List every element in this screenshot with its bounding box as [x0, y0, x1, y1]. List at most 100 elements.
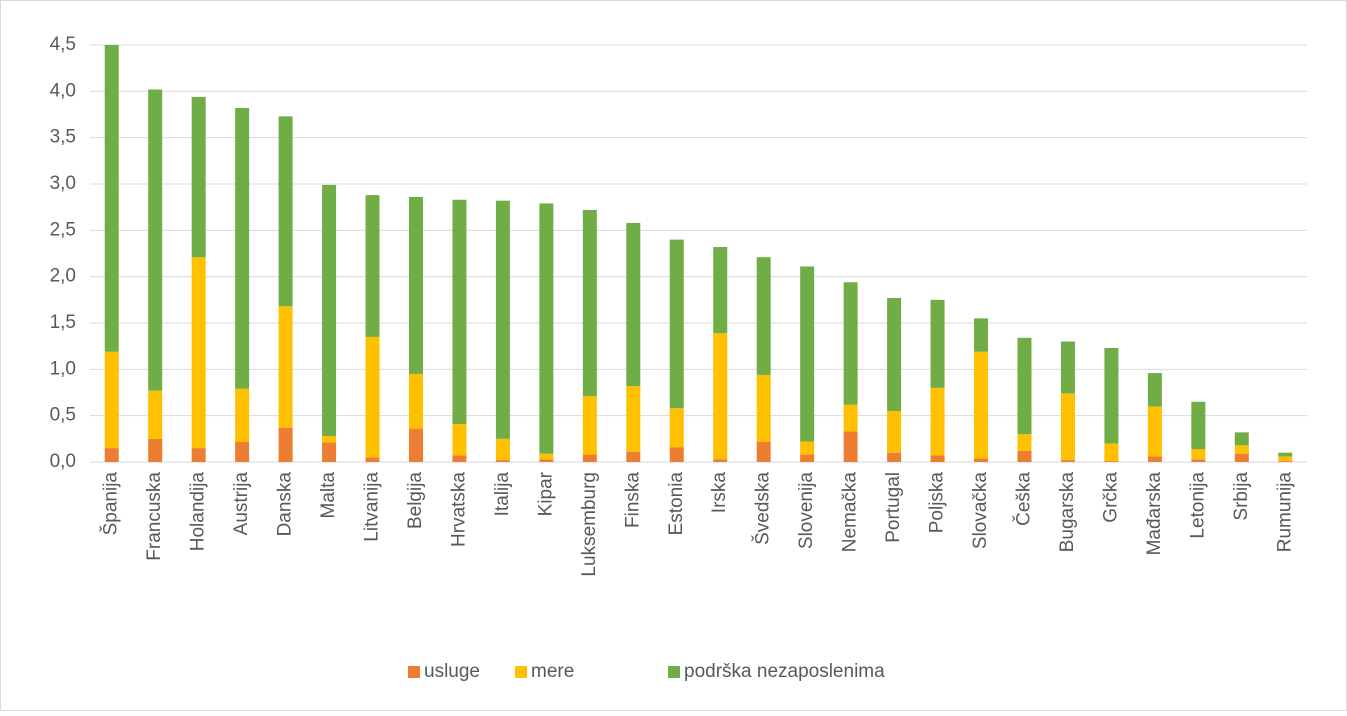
x-tick-label: Bugarska [1057, 472, 1078, 553]
bar-segment [1147, 406, 1162, 457]
x-tick-label: Finska [622, 472, 643, 528]
x-tick-label: Mađarska [1144, 472, 1165, 556]
x-tick-label: Nemačka [840, 472, 861, 553]
bar-segment [756, 257, 771, 375]
x-tick-label: Švedska [752, 472, 774, 545]
bar-segment [452, 424, 467, 456]
x-tick-label: Poljska [927, 472, 948, 534]
bar-segment [756, 374, 771, 442]
bar-segment [582, 454, 597, 462]
x-tick-label: Estonia [666, 472, 687, 536]
bar-segment [974, 458, 989, 462]
bar-segment [278, 306, 293, 428]
bar-segment [626, 386, 641, 452]
legend-swatch [515, 666, 527, 678]
bar-segment [104, 351, 119, 449]
x-tick-label: Grčka [1100, 472, 1121, 523]
bar-segment [408, 373, 423, 429]
x-tick-label: Letonija [1187, 472, 1208, 539]
bar-segment [1060, 341, 1075, 394]
bar-segment [365, 336, 380, 458]
bar-segment [669, 447, 684, 462]
bar-segment [800, 454, 815, 462]
bar-segment [800, 266, 815, 442]
bar-segment [1234, 432, 1249, 446]
bar-segment [1017, 434, 1032, 451]
x-tick-label: Danska [275, 472, 296, 537]
bar-segment [843, 282, 858, 405]
bar-segment [626, 222, 641, 387]
y-tick-label: 2,0 [50, 266, 76, 287]
bar-segment [1234, 453, 1249, 462]
bar-segment [278, 427, 293, 462]
x-tick-label: Italija [492, 472, 513, 517]
y-tick-label: 1,0 [50, 358, 76, 379]
bar-segment [974, 318, 989, 352]
bar-segment [713, 459, 728, 462]
bar-segment [1147, 373, 1162, 407]
bar-segment [800, 441, 815, 455]
bar-segment [104, 45, 119, 352]
bar-segment [1278, 452, 1293, 457]
bar-segment [322, 436, 337, 443]
bar-segment [191, 448, 206, 462]
bar-segment [322, 184, 337, 437]
x-tick-label: Malta [318, 472, 339, 519]
bar-segment [322, 442, 337, 462]
x-tick-label: Luksemburg [579, 472, 600, 577]
bar-segment [365, 195, 380, 337]
bar-segment [930, 299, 945, 388]
y-tick-label: 4,0 [50, 80, 76, 101]
legend-label: usluge [424, 661, 480, 682]
legend-label: podrška nezaposlenima [684, 661, 885, 682]
bar-segment [1017, 337, 1032, 435]
bar-segment [1104, 443, 1119, 462]
bar-segment [843, 431, 858, 462]
x-tick-label: Francuska [144, 472, 165, 561]
bar-segment [1278, 461, 1293, 462]
bar-segment [1191, 401, 1206, 450]
bar-segment [495, 460, 510, 462]
bar-segment [1060, 460, 1075, 462]
bar-segment [887, 297, 902, 412]
bar-segment [1191, 459, 1206, 462]
bar-segment [582, 396, 597, 455]
x-tick-label: Španija [100, 472, 122, 536]
bar-segment [148, 390, 163, 439]
bar-segment [930, 387, 945, 456]
legend-label: mere [531, 661, 574, 682]
bar-segment [1104, 461, 1119, 462]
bar-segment [887, 452, 902, 462]
bar-segment [539, 453, 554, 460]
x-tick-label: Slovenija [796, 472, 817, 550]
x-tick-label: Hrvatska [448, 472, 469, 547]
y-tick-label: 4,5 [50, 34, 76, 55]
bar-segment [191, 96, 206, 258]
y-tick-label: 3,0 [50, 173, 76, 194]
bar-segment [495, 438, 510, 461]
bar-segment [582, 209, 597, 397]
x-tick-label: Češka [1012, 472, 1034, 526]
bar-segment [148, 438, 163, 462]
bar-segment [235, 388, 250, 442]
bar-segment [235, 108, 250, 389]
bar-segment [365, 457, 380, 462]
x-tick-label: Kipar [535, 471, 556, 516]
bar-segment [1147, 456, 1162, 462]
bar-segment [669, 239, 684, 409]
bar-segment [452, 199, 467, 425]
bar-segment [756, 441, 771, 462]
bar-segment [452, 455, 467, 462]
x-tick-label: Holandija [188, 472, 209, 552]
x-tick-label: Srbija [1231, 472, 1252, 521]
bar-segment [1104, 348, 1119, 444]
x-tick-label: Portugal [883, 472, 904, 543]
bar-segment [539, 203, 554, 454]
bar-segment [1060, 393, 1075, 461]
x-tick-label: Irska [709, 472, 730, 514]
bar-segment [887, 411, 902, 453]
legend-swatch [668, 666, 680, 678]
bar-segment [278, 116, 293, 307]
y-tick-label: 3,5 [50, 127, 76, 148]
